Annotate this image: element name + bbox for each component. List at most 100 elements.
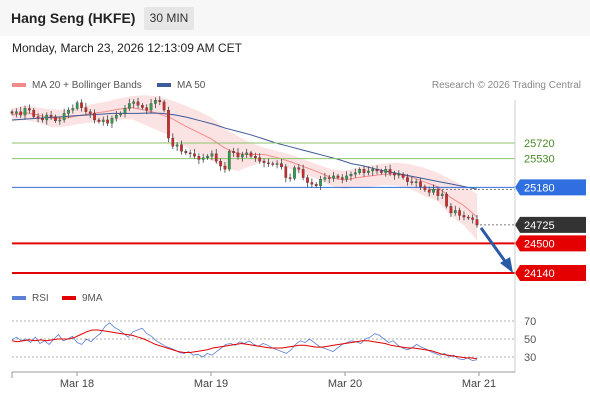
candle-body	[149, 103, 153, 111]
candle-body	[284, 166, 288, 178]
candle-body	[119, 113, 122, 116]
candle-body	[214, 153, 218, 162]
candle-body	[258, 157, 262, 162]
candle-body	[123, 108, 127, 114]
candle-body	[410, 181, 414, 183]
x-tick-label-0: Mar 18	[60, 378, 94, 390]
price-tag-25720: 25720	[524, 138, 555, 150]
candle-body	[158, 100, 162, 103]
candle-body	[62, 113, 66, 121]
candle-body	[288, 177, 292, 179]
candle-body	[171, 137, 175, 147]
x-tick-label-3: Mar 21	[462, 378, 496, 390]
legend-rsi: RSI	[12, 293, 49, 304]
candle-body	[93, 113, 96, 121]
rsi-ma9-line	[11, 329, 478, 360]
candle-body	[393, 173, 396, 176]
candle-body	[71, 108, 75, 111]
candle-body	[458, 210, 461, 216]
candle-body	[245, 152, 249, 155]
candle-body	[106, 119, 109, 124]
price-tag-24725: 24725	[515, 216, 586, 233]
candle-body	[349, 174, 353, 177]
price-label-25720: 25720	[524, 138, 555, 150]
candle-body	[419, 181, 422, 187]
candle-body	[80, 102, 83, 108]
candle-body	[353, 172, 357, 175]
candle-body	[310, 182, 314, 185]
candle-body	[219, 160, 222, 167]
candle-body	[445, 193, 448, 207]
candle-body	[301, 169, 305, 178]
candle-body	[114, 114, 118, 119]
candle-body	[236, 152, 240, 158]
candle-body	[145, 107, 149, 111]
copyright-notice: Research © 2026 Trading Central	[431, 80, 581, 91]
candle-body	[210, 153, 214, 157]
candle-body	[271, 163, 275, 165]
legend-label-rsi-ma9: 9MA	[82, 293, 103, 304]
candle-body	[110, 118, 114, 124]
candle-body	[475, 219, 479, 226]
candle-body	[75, 102, 79, 109]
price-tag-shape	[515, 216, 586, 233]
legend-swatch-rsi-ma9	[62, 296, 76, 301]
candle-body	[327, 177, 331, 179]
candle-body	[436, 188, 440, 196]
candle-body	[223, 165, 227, 170]
candle-body	[280, 163, 283, 168]
candle-body	[88, 111, 92, 114]
rsi-level-label-70: 70	[524, 316, 536, 328]
forecast-arrow-head	[500, 257, 513, 273]
candle-body	[414, 181, 418, 183]
candle-body	[449, 206, 453, 214]
legend-swatch-rsi	[12, 296, 26, 301]
candle-body	[340, 177, 344, 180]
candle-body	[358, 169, 362, 173]
price-tag-shape	[515, 265, 586, 281]
candle-body	[453, 210, 457, 214]
candle-body	[180, 144, 183, 152]
candle-body	[432, 188, 435, 193]
candle-body	[67, 109, 70, 114]
candle-body	[267, 162, 270, 164]
price-tag-24500: 24500	[515, 235, 586, 252]
candle-body	[262, 160, 266, 163]
candle-body	[101, 119, 105, 122]
candle-body	[10, 111, 14, 114]
candle-body	[293, 167, 296, 179]
price-label-24500: 24500	[524, 238, 555, 250]
candle-body	[306, 177, 309, 183]
rsi-level-label-30: 30	[524, 352, 536, 364]
forecast-arrow-shaft	[479, 226, 509, 265]
timestamp: Monday, March 23, 2026 12:13:09 AM CET	[12, 41, 242, 55]
candle-body	[197, 156, 201, 160]
candle-body	[127, 103, 131, 109]
candle-body	[297, 167, 301, 170]
candle-body	[132, 101, 136, 104]
candle-body	[345, 175, 348, 180]
candle-body	[58, 119, 62, 122]
candle-body	[193, 153, 196, 157]
candle-body	[162, 101, 166, 111]
legend-ma50: MA 50	[157, 80, 205, 91]
rsi-line	[11, 322, 478, 362]
candle-body	[41, 118, 44, 121]
rsi-level-label-50: 50	[524, 334, 536, 346]
candles	[10, 96, 479, 228]
legend-rsi-ma9: 9MA	[62, 293, 103, 304]
candle-body	[254, 156, 257, 158]
interval-badge[interactable]: 30 MIN	[144, 7, 194, 30]
price-tag-shape	[515, 179, 586, 196]
candle-body	[49, 114, 53, 117]
candle-body	[375, 169, 379, 172]
legend-label-ma20: MA 20 + Bollinger Bands	[32, 80, 142, 91]
candle-body	[388, 169, 392, 174]
candle-body	[380, 170, 383, 173]
price-label-25180: 25180	[524, 182, 555, 194]
candle-body	[462, 215, 466, 218]
legend-label-ma50: MA 50	[177, 80, 206, 91]
price-label-24725: 24725	[524, 220, 555, 232]
candle-body	[136, 101, 140, 106]
